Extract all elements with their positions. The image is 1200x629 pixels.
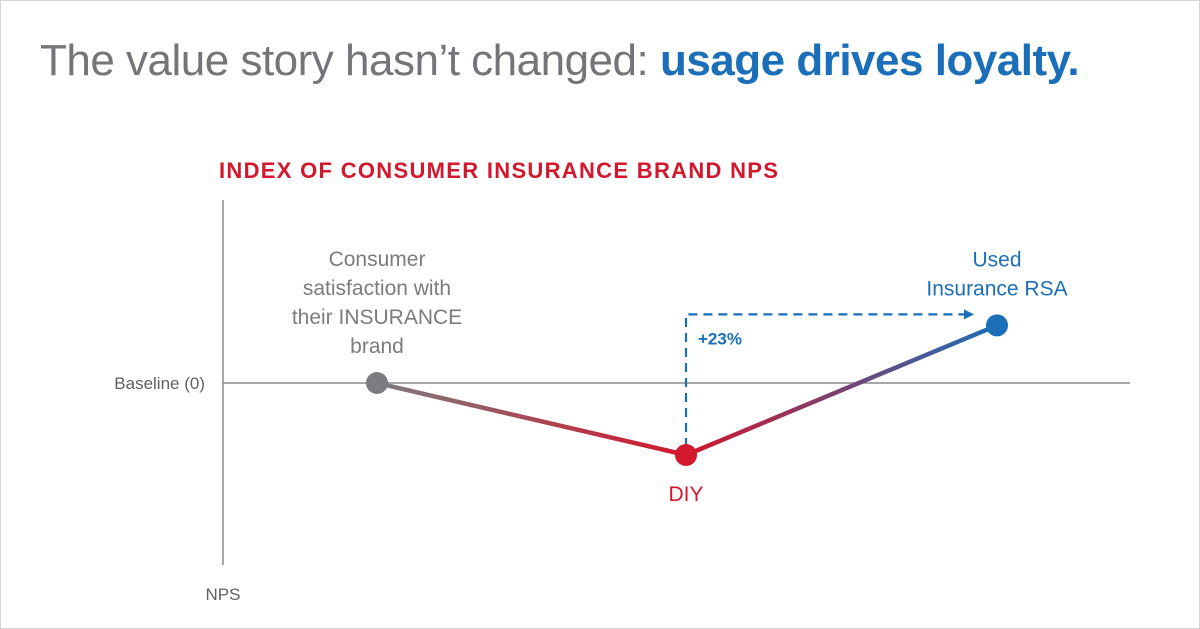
point-label: Used Insurance RSA [926, 248, 1067, 300]
point-label-line: satisfaction with [303, 277, 451, 300]
chart-title: INDEX OF CONSUMER INSURANCE BRAND NPS [219, 158, 780, 183]
y-axis-label: NPS [206, 585, 241, 604]
point-label-line: brand [350, 335, 404, 358]
point-label-line: DIY [668, 483, 703, 506]
headline: The value story hasn’t changed: usage dr… [40, 36, 1080, 86]
point-label-line: their INSURANCE [292, 306, 462, 329]
headline-accent: usage drives loyalty. [659, 36, 1080, 85]
point-label-line: Consumer [329, 248, 426, 271]
series-line-segment [683, 323, 1000, 458]
point-label: DIY [668, 483, 703, 506]
change-annotation-label: +23% [698, 329, 742, 348]
point-label-line: Used [972, 248, 1021, 271]
data-point [675, 444, 697, 466]
point-label-line: Insurance RSA [926, 277, 1067, 300]
data-point [986, 314, 1008, 337]
data-point [366, 372, 388, 394]
point-label: Consumer satisfaction with their INSURANCE… [292, 248, 462, 358]
change-arrow [684, 309, 974, 447]
baseline-label: Baseline (0) [114, 374, 205, 393]
series-line-segment [374, 380, 689, 458]
headline-plain: The value story hasn’t changed: [40, 36, 660, 85]
